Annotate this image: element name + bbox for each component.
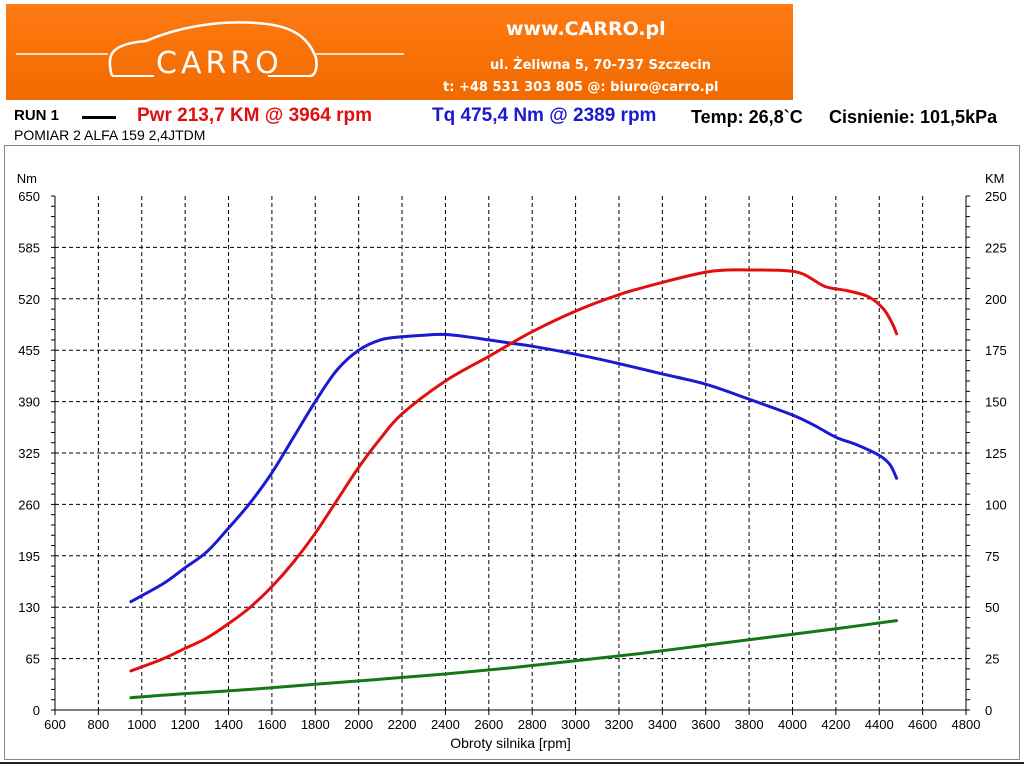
temperature-readout: Temp: 26,8`C (691, 107, 803, 127)
x-tick-label: 1400 (214, 717, 243, 732)
site-url: www.CARRO.pl (506, 18, 666, 40)
y-right-tick-label: 100 (985, 497, 1007, 512)
y-left-tick-label: 390 (18, 395, 40, 410)
x-tick-label: 3400 (648, 717, 677, 732)
x-tick-label: 1000 (127, 717, 156, 732)
y-right-tick-label: 50 (985, 600, 999, 615)
x-tick-label: 4200 (821, 717, 850, 732)
y-right-tick-label: 25 (985, 652, 999, 667)
y-left-tick-label: 0 (33, 703, 40, 718)
pressure-readout: Cisnienie: 101,5kPa (829, 107, 998, 127)
torque-readout: Tq 475,4 Nm @ 2389 rpm (432, 105, 657, 126)
chart-frame (4, 145, 1020, 760)
bottom-divider (0, 762, 1024, 764)
x-tick-label: 2000 (344, 717, 373, 732)
x-tick-label: 1600 (257, 717, 286, 732)
y-left-tick-label: 455 (18, 343, 40, 358)
y-right-tick-label: 250 (985, 189, 1007, 204)
y-left-tick-label: 130 (18, 600, 40, 615)
y-left-tick-label: 195 (18, 549, 40, 564)
run-label: RUN 1 (14, 107, 60, 124)
y-left-tick-label: 325 (18, 446, 40, 461)
x-tick-label: 2600 (474, 717, 503, 732)
contact-text: t: +48 531 303 805 @: biuro@carro.pl (443, 80, 719, 95)
x-tick-label: 800 (88, 717, 110, 732)
run-line-swatch (82, 116, 116, 119)
y-left-axis-label: Nm (17, 171, 37, 186)
torque-series-line (129, 332, 899, 604)
y-left-tick-label: 585 (18, 240, 40, 255)
x-axis-label: Obroty silnika [rpm] (450, 735, 571, 751)
y-right-tick-label: 125 (985, 446, 1007, 461)
y-right-tick-label: 0 (985, 703, 992, 718)
y-right-tick-label: 150 (985, 395, 1007, 410)
address-text: ul. Żeliwna 5, 70-737 Szczecin (490, 58, 711, 73)
x-tick-label: 2200 (388, 717, 417, 732)
header-banner: CARRO www.CARRO.pl ul. Żeliwna 5, 70-737… (6, 4, 793, 100)
x-tick-label: 1800 (301, 717, 330, 732)
y-left-tick-label: 260 (18, 497, 40, 512)
y-right-tick-label: 225 (985, 240, 1007, 255)
y-right-axis-label: KM (985, 171, 1005, 186)
x-tick-label: 1200 (171, 717, 200, 732)
x-tick-label: 4600 (908, 717, 937, 732)
x-tick-label: 2800 (518, 717, 547, 732)
y-right-tick-label: 175 (985, 343, 1007, 358)
power-series-line (129, 268, 899, 673)
y-left-tick-label: 650 (18, 189, 40, 204)
x-tick-label: 3000 (561, 717, 590, 732)
x-tick-label: 2400 (431, 717, 460, 732)
carro-logo (16, 21, 404, 78)
x-tick-label: 4000 (778, 717, 807, 732)
logo-text: CARRO (156, 46, 283, 81)
x-tick-label: 3600 (691, 717, 720, 732)
x-tick-label: 3200 (604, 717, 633, 732)
y-right-tick-label: 200 (985, 292, 1007, 307)
loss-series-line (129, 619, 899, 700)
x-tick-label: 4800 (952, 717, 981, 732)
x-tick-label: 4400 (865, 717, 894, 732)
power-readout: Pwr 213,7 KM @ 3964 rpm (137, 105, 373, 126)
y-left-tick-label: 65 (26, 652, 40, 667)
x-tick-label: 600 (44, 717, 66, 732)
measurement-subtitle: POMIAR 2 ALFA 159 2,4JTDM (14, 127, 206, 143)
x-tick-label: 3800 (735, 717, 764, 732)
y-left-tick-label: 520 (18, 292, 40, 307)
y-right-tick-label: 75 (985, 549, 999, 564)
